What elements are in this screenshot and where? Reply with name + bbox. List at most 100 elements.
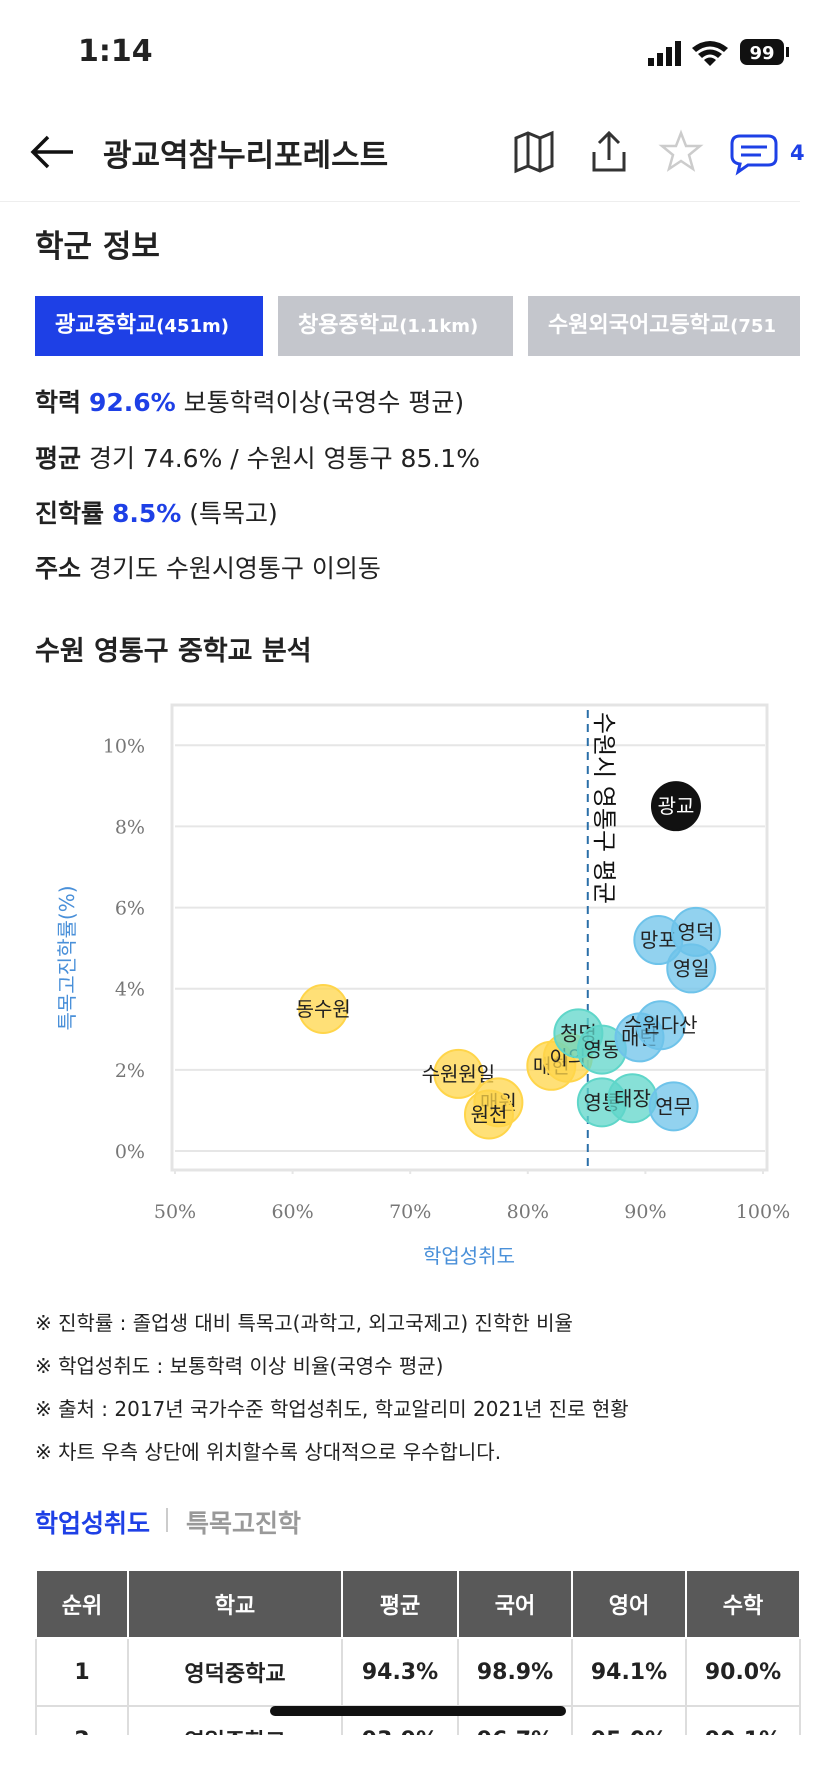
info-highlight: 8.5% bbox=[111, 499, 182, 528]
table-tab[interactable]: 학업성취도 bbox=[35, 1509, 151, 1538]
cell: 94.1% bbox=[571, 1637, 687, 1707]
school-point: 광교 bbox=[650, 781, 701, 832]
y-axis-label: 특목고진학률(%) bbox=[55, 885, 79, 1030]
point-label: 동수원 bbox=[296, 997, 351, 1021]
section-title: 학군 정보 bbox=[35, 229, 160, 265]
x-tick-label: 70% bbox=[389, 1201, 431, 1223]
y-tick-label: 4% bbox=[115, 979, 145, 1001]
point-label: 영동 bbox=[583, 1038, 620, 1062]
point-label: 광교 bbox=[658, 794, 695, 818]
header-actions: 4 bbox=[514, 129, 805, 176]
note: ※ 학업성취도 : 보통학력 이상 비율(국영수 평균) bbox=[35, 1354, 444, 1378]
point-label: 수원원일 bbox=[422, 1062, 496, 1086]
header-cell: 학교 bbox=[127, 1569, 343, 1639]
plot-frame bbox=[170, 703, 769, 1172]
header-row: 순위 학교 평균 국어 영어 수학 bbox=[35, 1569, 801, 1639]
school-point: 망포 bbox=[633, 915, 684, 966]
info-label: 진학률 bbox=[35, 499, 105, 528]
point-label: 영덕 bbox=[678, 920, 715, 944]
table-tab[interactable]: 특목고진학 bbox=[186, 1509, 302, 1538]
point bbox=[666, 943, 717, 994]
school-point: 원천 bbox=[463, 1089, 514, 1140]
reference-label: 수원시 영통구 평균 bbox=[590, 712, 618, 904]
y-tick-label: 8% bbox=[115, 816, 145, 838]
tab-separator bbox=[166, 1508, 168, 1532]
x-tick-label: 90% bbox=[624, 1201, 666, 1223]
point bbox=[433, 1048, 484, 1099]
y-tick-label: 6% bbox=[115, 898, 145, 920]
cell: 1 bbox=[35, 1637, 129, 1707]
y-tick-label: 2% bbox=[115, 1060, 145, 1082]
school-tab[interactable]: 광교중학교(451m) bbox=[35, 296, 263, 356]
cell: 94.3% bbox=[341, 1637, 459, 1707]
share-button[interactable] bbox=[592, 130, 626, 172]
point-label: 망포 bbox=[640, 928, 677, 952]
home-indicator bbox=[270, 1706, 566, 1716]
info-row: 주소 경기도 수원시영통구 이의동 bbox=[35, 549, 381, 585]
info-text: 보통학력이상(국영수 평균) bbox=[183, 388, 465, 417]
x-tick-label: 50% bbox=[154, 1201, 196, 1223]
favorite-button[interactable] bbox=[658, 129, 704, 172]
school-point: 수원원일 bbox=[422, 1048, 496, 1099]
header-cell: 국어 bbox=[457, 1569, 573, 1639]
school-point: 태장 bbox=[607, 1073, 658, 1124]
school-point: 영일 bbox=[666, 943, 717, 994]
y-tick-label: 0% bbox=[115, 1141, 145, 1163]
tab-distance: (1.1km) bbox=[399, 316, 479, 337]
comment-count: 4 bbox=[790, 141, 805, 165]
point-label: 영일 bbox=[673, 956, 710, 980]
point bbox=[298, 984, 349, 1034]
school-point: 연무 bbox=[648, 1081, 699, 1132]
point bbox=[635, 1000, 686, 1051]
tab-distance: (451m) bbox=[156, 316, 229, 337]
info-text: (특목고) bbox=[189, 499, 278, 528]
header-cell: 평균 bbox=[341, 1569, 459, 1639]
cell: 98.9% bbox=[457, 1637, 573, 1707]
chart-title: 수원 영통구 중학교 분석 bbox=[35, 636, 312, 667]
point-label: 태장 bbox=[614, 1086, 651, 1110]
header-cell: 순위 bbox=[35, 1569, 129, 1639]
note: ※ 차트 우측 상단에 위치할수록 상대적으로 우수합니다. bbox=[35, 1440, 502, 1464]
status-icons: 99 bbox=[648, 39, 789, 66]
school-tab[interactable]: 수원외국어고등학교(751 bbox=[528, 296, 800, 356]
tab-name: 창용중학교 bbox=[298, 313, 400, 338]
back-button[interactable] bbox=[28, 132, 78, 172]
info-text: 경기도 수원시영통구 이의동 bbox=[88, 554, 381, 583]
time: 1:14 bbox=[78, 34, 153, 69]
page-title: 광교역참누리포레스트 bbox=[103, 138, 389, 174]
tab-name: 수원외국어고등학교 bbox=[548, 313, 731, 338]
cell: 90.1% bbox=[685, 1705, 801, 1735]
note: ※ 진학률 : 졸업생 대비 특목고(과학고, 외고국제고) 진학한 비율 bbox=[35, 1311, 573, 1335]
tab-name: 광교중학교 bbox=[55, 313, 157, 338]
point-label: 수원다산 bbox=[624, 1013, 698, 1037]
cell: 2 bbox=[35, 1705, 129, 1735]
info-label: 평균 bbox=[35, 444, 82, 473]
info-label: 학력 bbox=[35, 388, 82, 417]
point bbox=[648, 1081, 699, 1132]
comment-button[interactable] bbox=[730, 134, 778, 176]
x-tick-label: 60% bbox=[271, 1201, 313, 1223]
battery-level: 99 bbox=[749, 43, 774, 64]
school-tab[interactable]: 창용중학교(1.1km) bbox=[278, 296, 513, 356]
info-row: 학력 92.6% 보통학력이상(국영수 평균) bbox=[35, 383, 464, 419]
school-point: 영덕 bbox=[670, 906, 721, 957]
map-button[interactable] bbox=[514, 130, 554, 174]
point-label: 원천 bbox=[471, 1102, 508, 1126]
scatter-chart: 0% 2% 4% 6% 8% 10% 50% 60% 70% 80% 90% 100% 학업성취도 특목고… bbox=[55, 703, 790, 1268]
table-row: 1 영덕중학교 94.3% 98.9% 94.1% 90.0% bbox=[35, 1637, 801, 1707]
cell: 90.0% bbox=[685, 1637, 801, 1707]
x-tick-label: 80% bbox=[507, 1201, 549, 1223]
cell: 영덕중학교 bbox=[127, 1637, 343, 1707]
y-tick-label: 10% bbox=[103, 735, 145, 757]
school-point: 수원다산 bbox=[624, 1000, 698, 1051]
info-label: 주소 bbox=[35, 554, 82, 583]
info-row: 진학률 8.5% (특목고) bbox=[35, 494, 278, 530]
divider bbox=[0, 201, 800, 202]
info-highlight: 92.6% bbox=[88, 388, 176, 417]
school-point: 영동 bbox=[576, 1024, 627, 1075]
tab-distance: (751 bbox=[730, 316, 776, 337]
x-tick-label: 100% bbox=[736, 1201, 790, 1223]
point bbox=[650, 781, 701, 832]
point bbox=[463, 1089, 514, 1140]
